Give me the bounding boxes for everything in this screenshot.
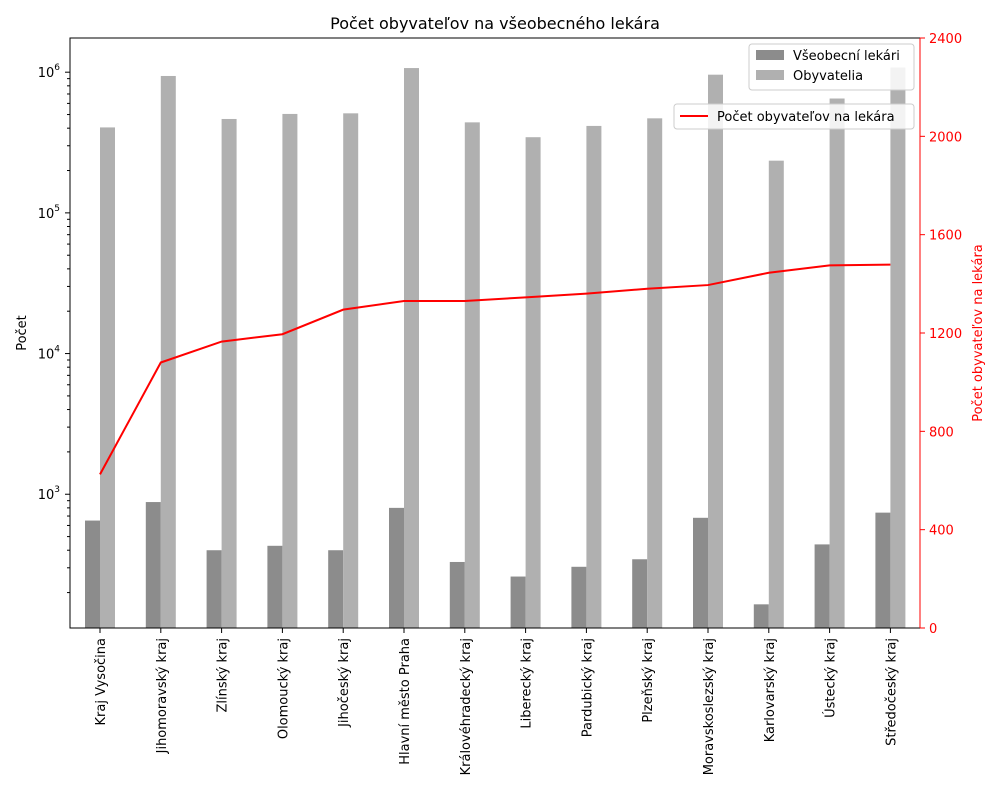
bar-obyvatelia [768,160,784,628]
y-left-tick-label: 105 [38,204,60,222]
legend-label: Všeobecní lekári [793,49,900,64]
x-tick-label: Plzeňský kraj [641,638,656,723]
bar-obyvatelia [404,68,419,629]
bar-lekari [693,517,708,628]
legend-swatch [756,50,784,60]
bar-lekari [632,559,648,628]
y-left-tick-label: 104 [38,345,61,363]
x-tick-label: Zlínský kraj [216,638,231,712]
legend-box-line [673,103,915,130]
x-tick-label: Kraj Vysočina [94,638,109,726]
y-right-tick-label: 400 [929,524,954,539]
bar-obyvatelia [100,127,115,629]
x-tick-label: Hlavní město Praha [398,638,413,765]
bar-obyvatelia [708,74,723,629]
legend: Všeobecní lekári Obyvatelia Počet obyvateľ… [673,43,915,130]
x-tick-label: Středočeský kraj [884,638,899,746]
bar-lekari [571,566,587,628]
bar-obyvatelia [829,98,845,629]
bar-lekari [389,507,404,628]
bar-lekari [267,545,283,628]
x-tick-label: Pardubický kraj [580,638,595,737]
bar-lekari [875,512,891,628]
bar-obyvatelia [464,122,480,628]
y-right-tick-label: 1600 [929,229,962,244]
bar-lekari [206,550,222,628]
bar-lekari [145,502,161,628]
x-tick-label: Královéhradecký kraj [459,638,474,775]
x-tick-label: Olomoucký kraj [276,638,291,739]
y-right-tick-label: 2400 [929,32,962,47]
line-series [99,263,891,475]
bar-lekari [510,576,526,628]
bar-obyvatelia [343,113,359,629]
chart-title: Počet obyvateľov na všeobecného lekára [330,14,660,33]
axes: 103 104 105 106 0 400 800 1200 1600 2000 2400 Kraj … [38,32,962,775]
x-tick-label: Karlovarský kraj [763,638,778,742]
x-tick-label: Moravskoslezský kraj [702,638,717,775]
y-right-tick-label: 800 [929,425,954,440]
bar-obyvatelia [586,125,602,628]
x-tick-label: Jihočeský kraj [337,638,352,728]
y-right-tick-label: 2000 [929,130,962,145]
bar-obyvatelia [525,137,541,628]
y-right-tick-label: 1200 [929,327,962,342]
bar-lekari [85,520,100,628]
y-right-tick-label: 0 [929,622,937,637]
legend-swatch [756,70,784,80]
bar-obyvatelia [282,113,298,628]
bar-lekari [449,561,465,628]
y-axis-left-label: Počet [15,315,30,351]
bar-lekari [814,544,830,628]
y-left-tick-label: 103 [38,485,60,503]
bar-lekari [328,550,344,628]
bar-obyvatelia [647,118,663,629]
plot-area [85,67,906,629]
x-tick-label: Jihomoravský kraj [155,638,170,754]
x-tick-label: Liberecký kraj [520,638,535,729]
legend-label: Obyvatelia [793,69,863,84]
y-left-tick-label: 106 [38,63,61,81]
legend-box-bars [748,43,915,91]
legend-label: Počet obyvateľov na lekára [717,110,895,125]
bar-obyvatelia [890,67,906,629]
bar-obyvatelia [221,118,237,628]
bar-lekari [753,604,769,628]
x-tick-label: Ústecký kraj [823,638,839,718]
bar-obyvatelia [160,75,176,629]
y-axis-right-label: Počet obyvateľov na lekára [971,244,986,422]
